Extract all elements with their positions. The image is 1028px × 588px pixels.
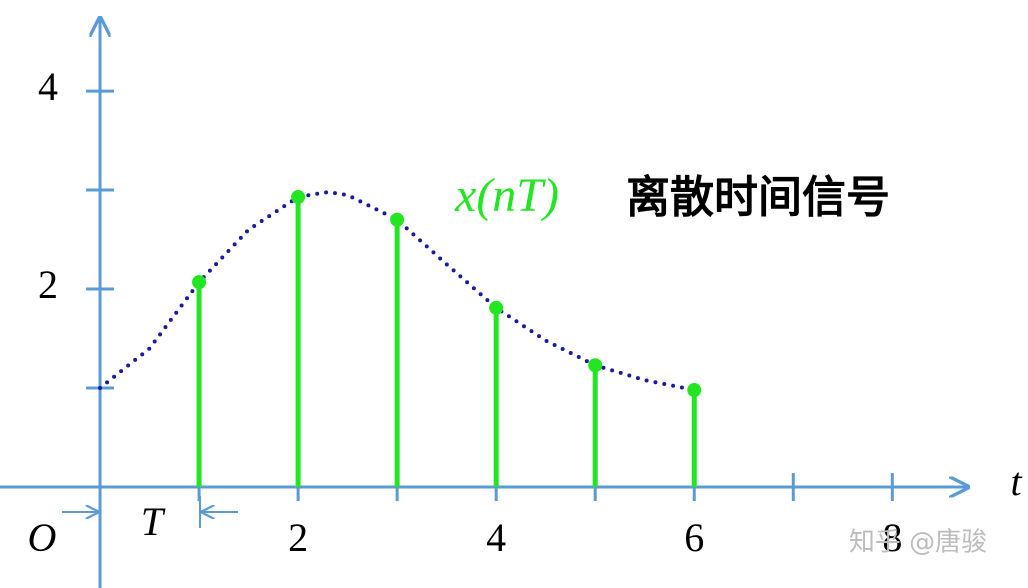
stem-dot [489, 300, 504, 315]
stem-dot [588, 358, 603, 373]
annotation: 离散时间信号 [626, 172, 890, 223]
curve [98, 190, 697, 393]
x-tick-label: 4 [486, 515, 506, 560]
marks [98, 189, 702, 488]
period-label: T [141, 499, 166, 544]
origin-label: O [28, 515, 57, 560]
stem-dot [291, 189, 306, 204]
x-axis-label: t [1010, 459, 1022, 504]
x-tick-label: 8 [882, 515, 902, 560]
y-tick-label: 4 [38, 64, 58, 109]
stem-dot [390, 212, 405, 227]
x-tick-label: 6 [684, 515, 704, 560]
y-tick-label: 2 [38, 262, 58, 307]
series-label: x(nT) [454, 169, 559, 222]
stem-dot [192, 275, 207, 290]
watermark: 知乎 @唐骏 [849, 528, 987, 558]
stem-dot [687, 383, 702, 398]
x-tick-label: 2 [288, 515, 308, 560]
